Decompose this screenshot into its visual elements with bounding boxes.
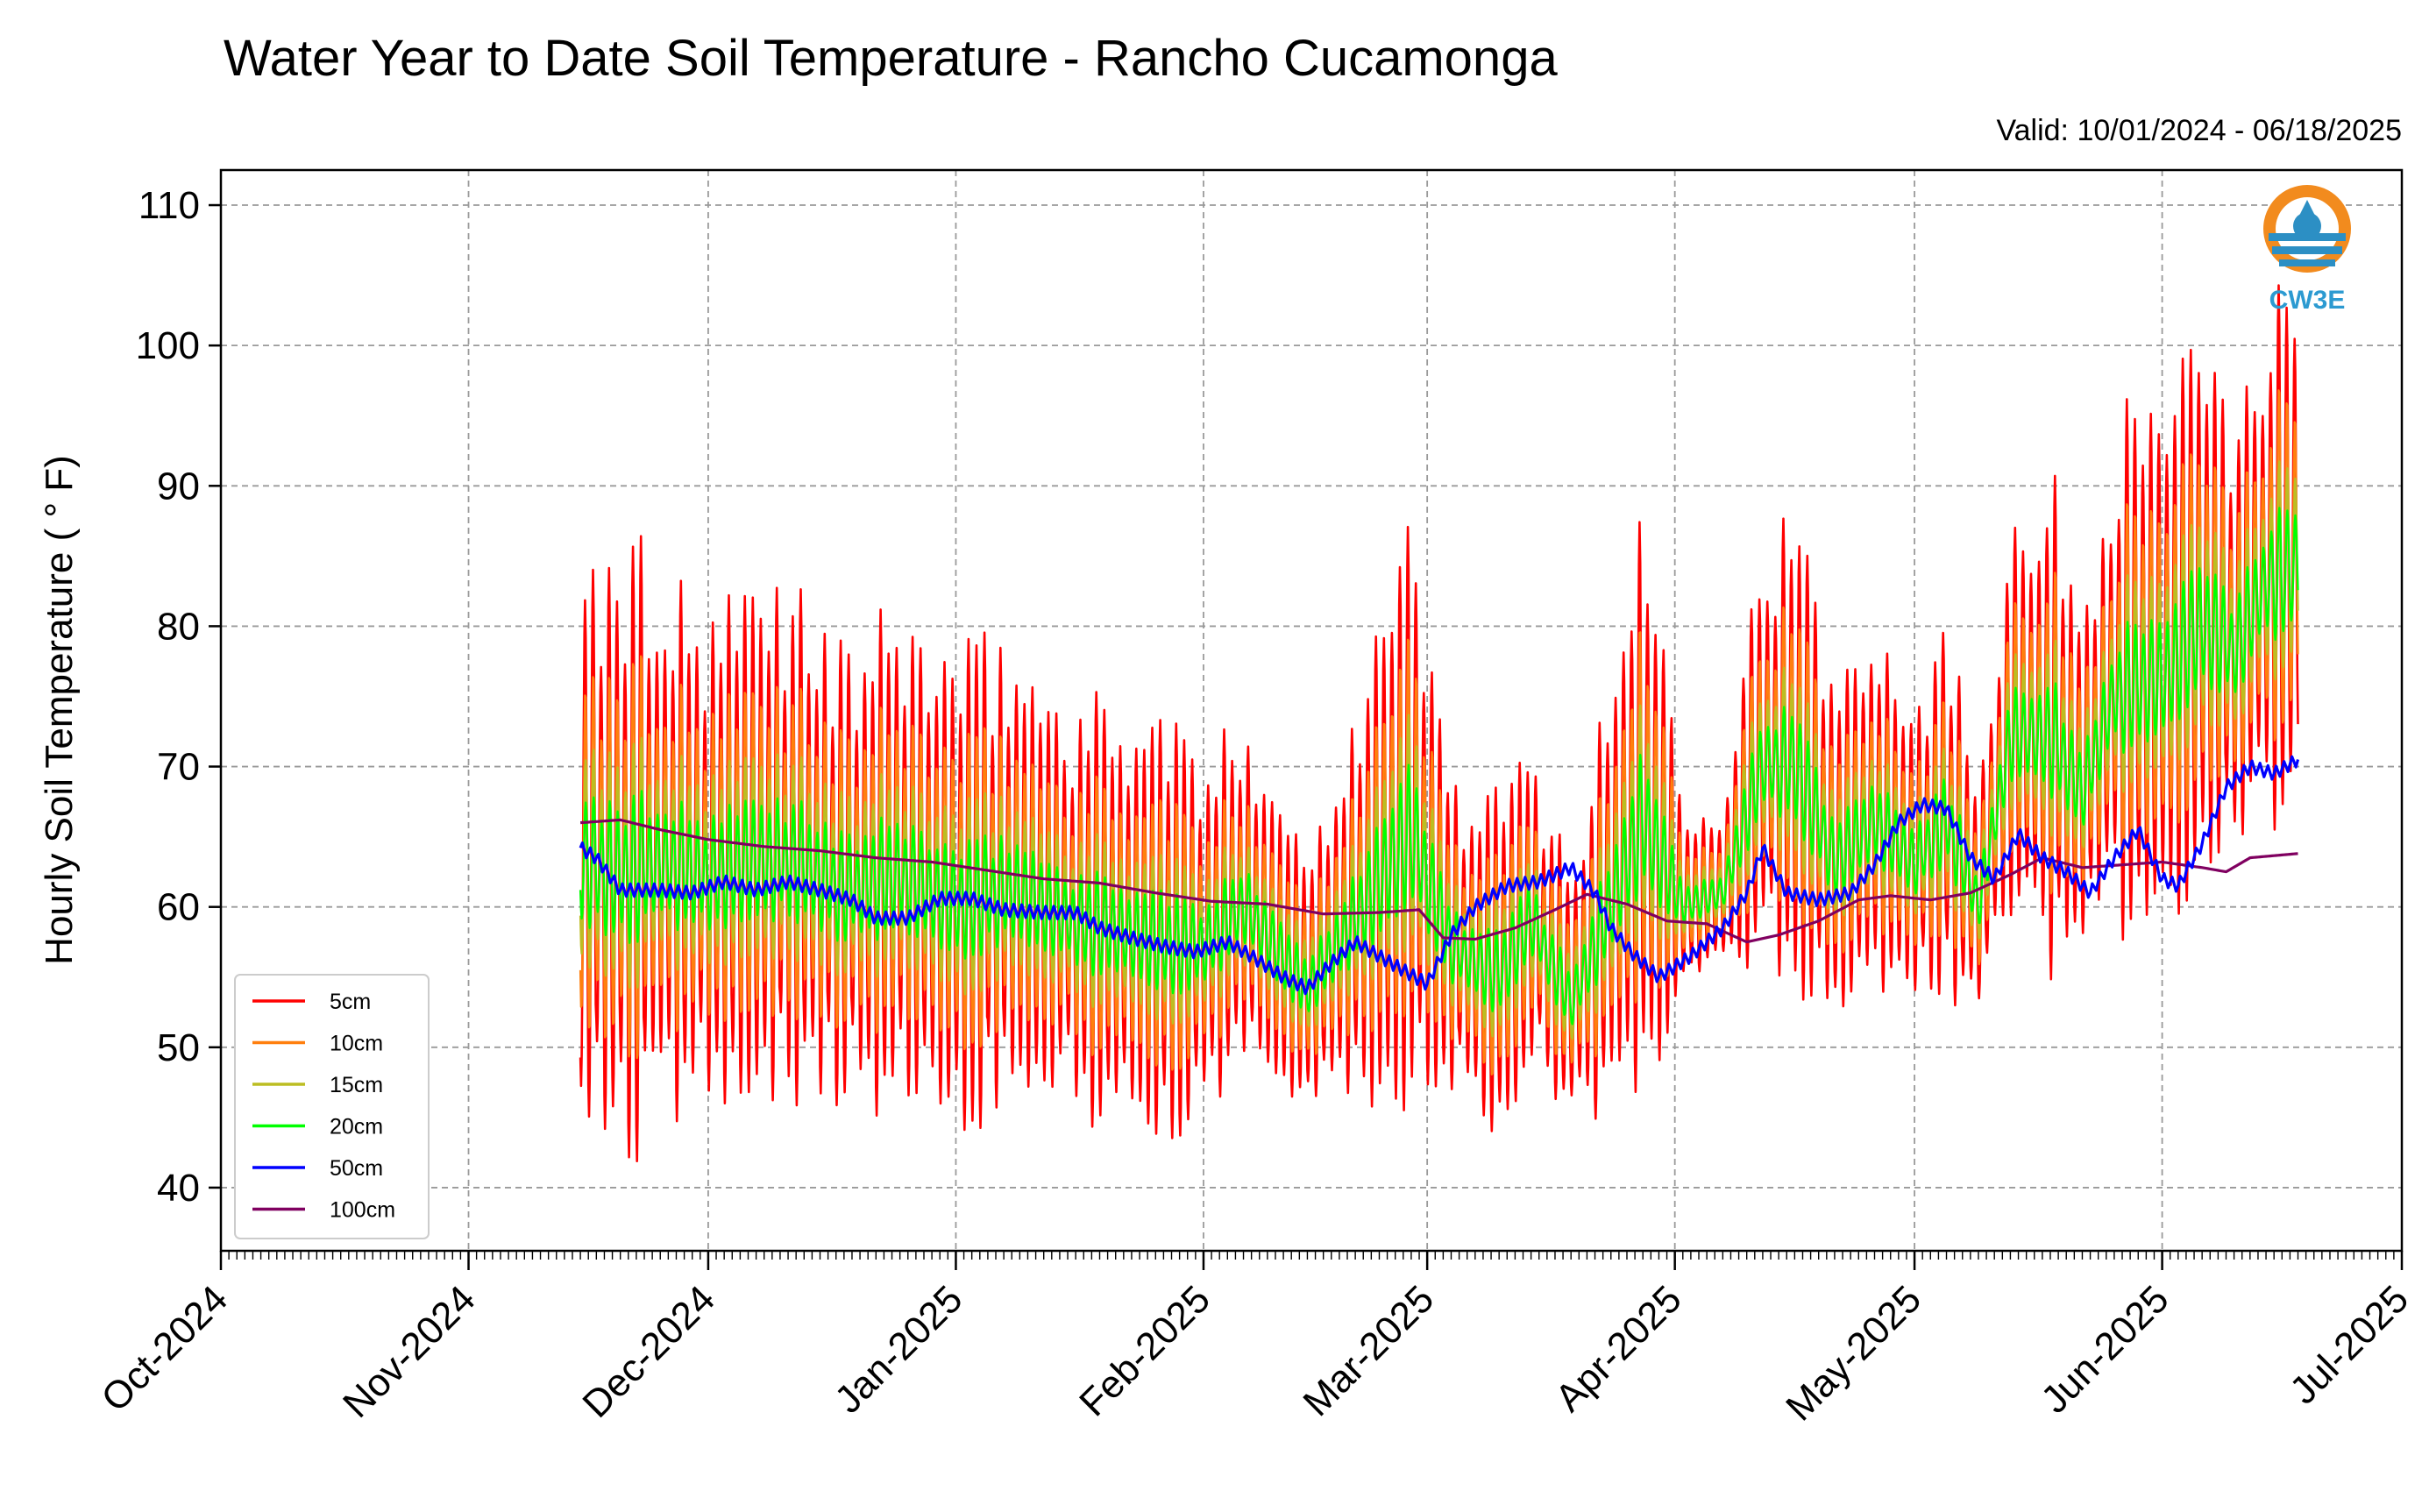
plot-frame <box>219 168 2404 1253</box>
series-line-100cm <box>579 818 2298 944</box>
legend-label-10cm: 10cm <box>330 1032 383 1056</box>
y-tick-label: 40 <box>157 1167 200 1210</box>
y-tick-label: 60 <box>157 886 200 929</box>
series-line-20cm <box>579 507 2299 1026</box>
series-line-50cm <box>579 755 2300 996</box>
legend-label-15cm: 15cm <box>330 1073 383 1097</box>
series-lines <box>579 284 2300 1162</box>
legend: 5cm 10cm 15cm 20cm 50cm 100cm <box>234 974 430 1239</box>
chart-title: Water Year to Date Soil Temperature - Ra… <box>224 30 1558 87</box>
y-axis-label: Hourly Soil Temperature ( ° F) <box>38 455 81 965</box>
cw3e-logo: CW3E <box>2263 185 2351 315</box>
legend-label-50cm: 50cm <box>330 1156 383 1181</box>
legend-box <box>234 974 430 1239</box>
legend-label-100cm: 100cm <box>330 1198 395 1223</box>
legend-label-5cm: 5cm <box>330 990 371 1014</box>
chart-subtitle: Valid: 10/01/2024 - 06/18/2025 <box>1996 114 2402 147</box>
y-tick-label: 70 <box>157 746 200 789</box>
legend-label-20cm: 20cm <box>330 1115 383 1139</box>
logo-text: CW3E <box>2269 286 2346 315</box>
y-tick-label: 110 <box>138 184 200 227</box>
y-axis-ticks: 40 50 60 70 80 90 100 110 <box>136 184 221 1210</box>
y-tick-label: 50 <box>157 1026 200 1069</box>
y-tick-label: 100 <box>136 324 200 367</box>
y-tick-label: 80 <box>157 605 200 648</box>
y-tick-label: 90 <box>157 465 200 508</box>
